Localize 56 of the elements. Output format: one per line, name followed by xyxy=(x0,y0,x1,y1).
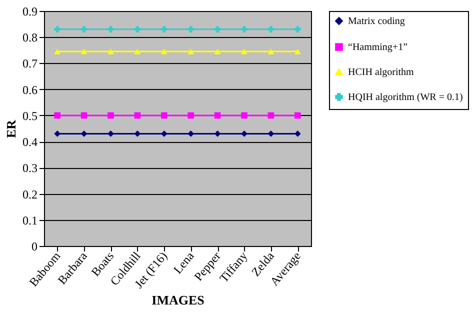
point xyxy=(54,26,61,32)
point xyxy=(134,112,141,119)
point xyxy=(80,48,88,54)
point xyxy=(294,130,301,137)
y-tick-label: 0.4 xyxy=(22,135,38,150)
point xyxy=(241,130,248,137)
point xyxy=(214,48,221,54)
point xyxy=(294,48,301,54)
point xyxy=(80,112,88,119)
point xyxy=(134,48,141,54)
point xyxy=(214,112,221,119)
point xyxy=(80,26,88,32)
y-tick-label: 0.7 xyxy=(22,56,38,71)
point xyxy=(294,112,301,119)
point xyxy=(268,130,274,137)
point xyxy=(108,26,114,32)
point xyxy=(214,130,221,137)
point xyxy=(160,26,168,32)
x-axis-title: IMAGES xyxy=(152,292,204,308)
y-tick-label: 0 xyxy=(32,240,38,254)
legend-label: “Hamming+1” xyxy=(348,42,408,53)
point xyxy=(108,48,114,54)
point xyxy=(294,26,301,32)
y-tick-label: 0.6 xyxy=(22,82,38,97)
y-tick-label: 0.9 xyxy=(22,4,38,18)
point xyxy=(80,130,88,137)
point xyxy=(54,112,61,119)
point xyxy=(188,48,194,54)
point xyxy=(134,130,141,137)
point xyxy=(241,112,248,119)
point xyxy=(54,130,61,137)
point xyxy=(268,112,274,119)
y-tick-label: 0.1 xyxy=(22,213,38,228)
y-tick-label: 0.5 xyxy=(22,108,38,123)
point xyxy=(188,112,194,119)
y-tick-label: 0.8 xyxy=(22,30,38,45)
point xyxy=(241,48,248,54)
legend-label: HCIH algorithm xyxy=(348,67,414,78)
point xyxy=(188,130,194,137)
point xyxy=(160,112,168,119)
point xyxy=(268,48,274,54)
point xyxy=(188,26,194,32)
y-tick-label: 0.2 xyxy=(22,187,38,202)
point xyxy=(108,112,114,119)
legend-label: Matrix coding xyxy=(348,16,405,27)
y-axis-title: ER xyxy=(4,119,18,138)
point xyxy=(160,130,168,137)
y-tick-label: 0.3 xyxy=(22,161,38,176)
point xyxy=(241,26,248,32)
legend-label: HQIH algorithm (WR = 0.1) xyxy=(348,92,463,103)
point xyxy=(160,48,168,54)
point xyxy=(54,48,61,54)
point xyxy=(108,130,114,137)
point xyxy=(268,26,274,32)
point xyxy=(214,26,221,32)
point xyxy=(134,26,141,32)
